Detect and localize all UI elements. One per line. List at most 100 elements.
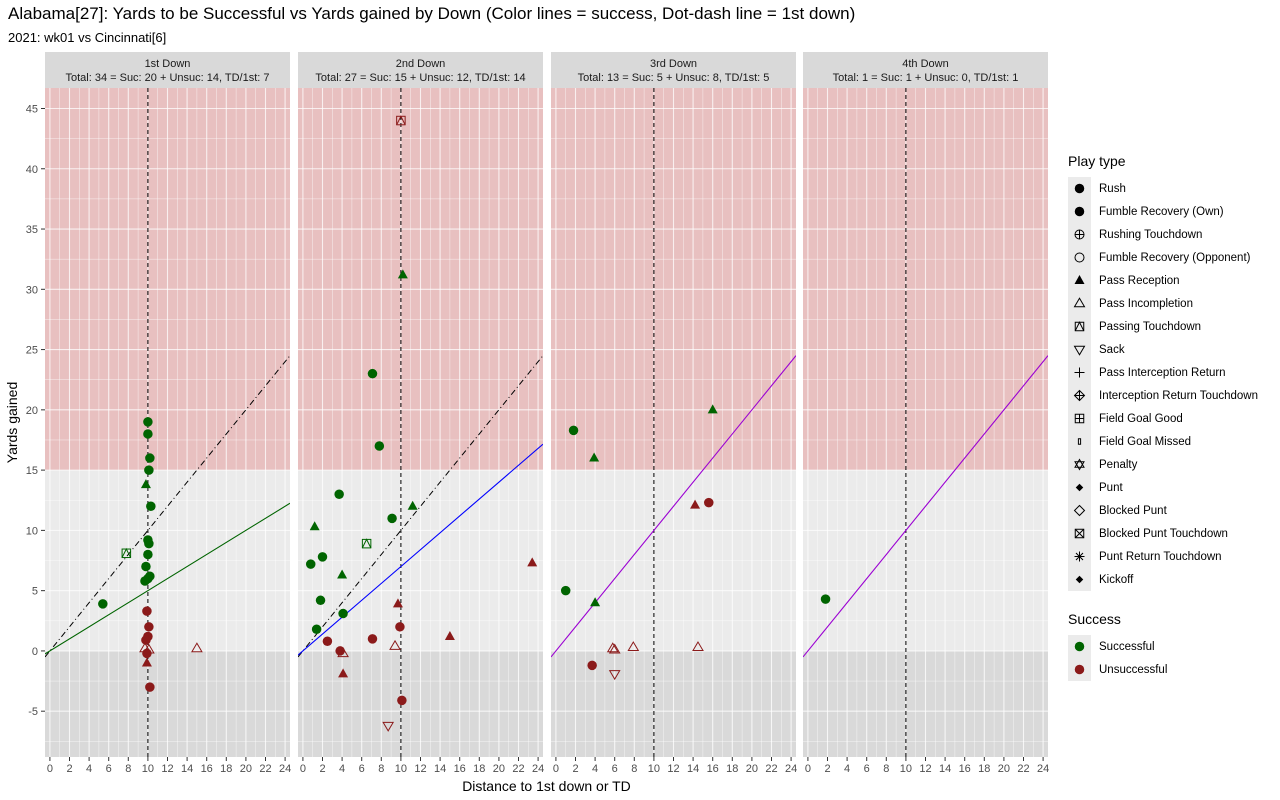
- x-tick-label: 12: [667, 763, 679, 775]
- legend-item-play-type: Interception Return Touchdown: [1068, 384, 1278, 407]
- filled-circle-icon: [1074, 206, 1085, 217]
- star-of-david-icon: [1074, 458, 1085, 471]
- square-plus-icon: [1074, 413, 1085, 424]
- y-tick-label: 0: [32, 646, 38, 658]
- data-point: [527, 557, 538, 567]
- open-triangle-down-icon: [1073, 345, 1086, 356]
- data-point: [389, 639, 401, 650]
- open-triangle-icon: [1073, 297, 1086, 308]
- data-point: [606, 642, 619, 653]
- play-type-legend-title: Play type: [1068, 153, 1126, 169]
- data-point: [337, 647, 349, 658]
- x-axis-title: Distance to 1st down or TD: [462, 778, 631, 794]
- data-point: [146, 501, 156, 512]
- data-point: [142, 648, 152, 659]
- gridlines: [551, 88, 796, 757]
- data-point: [141, 635, 151, 645]
- legend-item-label: Punt: [1099, 481, 1123, 494]
- x-tick-label: 22: [512, 763, 524, 775]
- legend-key: [1068, 545, 1091, 568]
- chart-subtitle: 2021: wk01 vs Cincinnati[6]: [8, 30, 167, 45]
- legend-item-play-type: Fumble Recovery (Opponent): [1068, 246, 1278, 269]
- filled-triangle-icon: [1074, 275, 1085, 284]
- legend-item-label: Pass Reception: [1099, 274, 1180, 287]
- data-point: [707, 404, 718, 414]
- y-tick-label: -5: [28, 706, 38, 718]
- data-point: [690, 499, 701, 509]
- x-tick-label: 6: [106, 763, 112, 775]
- open-circle-icon: [1074, 252, 1085, 263]
- legend-key: [1068, 635, 1091, 658]
- data-points: [560, 404, 718, 681]
- open-circle-icon: [1074, 252, 1085, 263]
- play-type-legend: Play type Rush Fumble Recovery (Own) Rushi…: [1068, 153, 1278, 591]
- legend-key: [1068, 430, 1091, 453]
- y-tick-label: 10: [26, 525, 38, 537]
- x-tick-label: 24: [279, 763, 291, 775]
- reference-lines: [803, 88, 1048, 757]
- x-tick-label: 10: [395, 763, 407, 775]
- filled-circle-icon: [1074, 183, 1085, 194]
- data-point: [145, 453, 155, 463]
- legend-item-play-type: Punt Return Touchdown: [1068, 545, 1278, 568]
- x-tick-label: 2: [572, 763, 578, 775]
- legend-item-label: Successful: [1099, 640, 1155, 653]
- square-cross-icon: [1074, 528, 1085, 539]
- legend-item-play-type: Pass Interception Return: [1068, 361, 1278, 384]
- plus-icon: [1074, 367, 1085, 378]
- x-tick-label: 8: [631, 763, 637, 775]
- reference-lines: [551, 88, 796, 757]
- y-tick-label: 15: [26, 465, 38, 477]
- legend-key: [1068, 292, 1091, 315]
- y-axis-title: Yards gained: [4, 382, 20, 463]
- data-point: [337, 569, 348, 579]
- legend-item-play-type: Rush: [1068, 177, 1278, 200]
- facet-panel-2: 2nd Down Total: 27 = Suc: 15 + Unsuc: 12,…: [298, 52, 544, 775]
- facet-strip-subtitle: Total: 27 = Suc: 15 + Unsuc: 12, TD/1st:…: [315, 72, 525, 84]
- legend-item-play-type: Passing Touchdown: [1068, 315, 1278, 338]
- success-legend: Success Successful Unsuccessful: [1068, 611, 1278, 681]
- legend-key: [1068, 453, 1091, 476]
- data-point: [568, 425, 579, 436]
- legend-item-label: Rush: [1099, 182, 1126, 195]
- facet-strip-subtitle: Total: 1 = Suc: 1 + Unsuc: 0, TD/1st: 1: [833, 72, 1019, 84]
- legend-item-label: Penalty: [1099, 458, 1138, 471]
- data-point: [587, 660, 597, 671]
- data-point: [590, 597, 601, 607]
- data-point: [608, 670, 621, 681]
- legend-item-label: Passing Touchdown: [1099, 320, 1202, 333]
- data-point: [397, 269, 408, 279]
- data-points: [820, 594, 831, 604]
- legend-item-play-type: Punt: [1068, 476, 1278, 499]
- legend-item-play-type: Blocked Punt: [1068, 499, 1278, 522]
- data-point: [141, 657, 152, 667]
- y-tick-label: 20: [26, 405, 38, 417]
- legend-item-label: Punt Return Touchdown: [1099, 550, 1222, 563]
- success-legend-title: Success: [1068, 611, 1121, 627]
- data-point: [144, 465, 154, 475]
- square-triangle-icon: [1074, 321, 1085, 332]
- data-point: [309, 521, 320, 531]
- data-point: [367, 634, 378, 644]
- x-tick-label: 10: [142, 763, 154, 775]
- x-tick-label: 14: [181, 763, 193, 775]
- open-triangle-icon: [1073, 297, 1086, 308]
- facet-panel-1: 1st Down Total: 34 = Suc: 20 + Unsuc: 14,…: [45, 52, 291, 775]
- legend-key: [1068, 223, 1091, 246]
- y-tick-label: 40: [26, 164, 38, 176]
- x-tick-label: 6: [612, 763, 618, 775]
- facet-panel-3: 3rd Down Total: 13 = Suc: 5 + Unsuc: 8, T…: [551, 52, 797, 775]
- success-dot-icon: [1074, 664, 1085, 675]
- data-point: [145, 682, 155, 692]
- legend-key: [1068, 246, 1091, 269]
- success-dot-icon: [1074, 641, 1085, 652]
- x-tick-label: 8: [125, 763, 131, 775]
- x-tick-label: 16: [201, 763, 213, 775]
- success-line: [45, 502, 290, 655]
- reference-lines: [298, 88, 543, 757]
- legend-item-label: Field Goal Missed: [1099, 435, 1192, 448]
- data-point: [338, 668, 349, 678]
- data-point: [397, 695, 407, 706]
- legend-key: [1068, 338, 1091, 361]
- legend-item-label: Blocked Punt Touchdown: [1099, 527, 1228, 540]
